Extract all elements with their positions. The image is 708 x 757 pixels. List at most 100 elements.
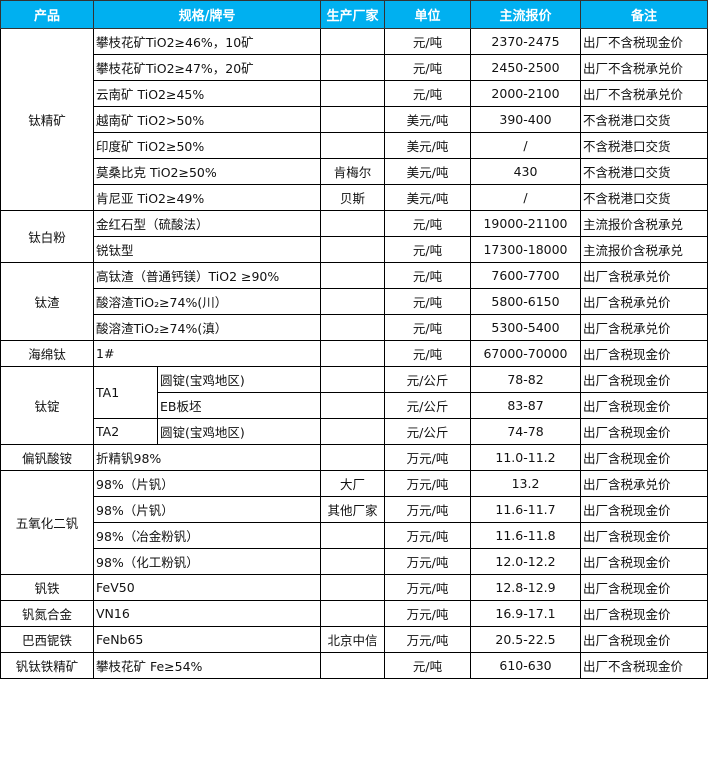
spec-cell: 1#: [93, 340, 321, 367]
spec-cell: 金红石型（硫酸法）: [93, 210, 321, 237]
note-cell: 出厂不含税现金价: [580, 28, 708, 55]
maker-cell: 肯梅尔: [320, 158, 385, 185]
maker-cell: 大厂: [320, 470, 385, 497]
table-row: TA2 圆锭(宝鸡地区) 元/公斤 74-78 出厂含税现金价: [1, 418, 708, 445]
note-cell: 主流报价含税承兑: [580, 210, 708, 237]
spec-cell: 圆锭(宝鸡地区): [157, 366, 321, 393]
price-cell: 11.6-11.8: [470, 522, 581, 549]
table-row: 98%（冶金粉钒） 万元/吨 11.6-11.8 出厂含税现金价: [1, 522, 708, 549]
price-cell: 20.5-22.5: [470, 626, 581, 653]
price-cell: 2000-2100: [470, 80, 581, 107]
note-cell: 出厂含税承兑价: [580, 262, 708, 289]
table-row: 海绵钛 1# 元/吨 67000-70000 出厂含税现金价: [0, 340, 708, 367]
table-row: 98%（片钒） 其他厂家 万元/吨 11.6-11.7 出厂含税现金价: [1, 496, 708, 523]
product-cell: 钛锭: [0, 366, 94, 445]
price-cell: 11.6-11.7: [470, 496, 581, 523]
maker-cell: [320, 340, 385, 367]
unit-cell: 万元/吨: [384, 470, 471, 497]
spec-cell: 攀枝花矿 Fe≥54%: [93, 652, 321, 679]
note-cell: 出厂含税承兑价: [580, 314, 708, 341]
price-cell: 610-630: [470, 652, 581, 679]
unit-cell: 元/吨: [384, 340, 471, 367]
product-cell: 钒氮合金: [0, 600, 94, 627]
price-cell: 16.9-17.1: [470, 600, 581, 627]
spec-cell: 莫桑比克 TiO2≥50%: [93, 158, 321, 185]
maker-cell: [320, 132, 385, 159]
table-row: 莫桑比克 TiO2≥50% 肯梅尔 美元/吨 430 不含税港口交货: [1, 158, 708, 185]
note-cell: 出厂不含税现金价: [580, 652, 708, 679]
note-cell: 出厂含税现金价: [580, 340, 708, 367]
price-cell: 390-400: [470, 106, 581, 133]
spec-cell: 圆锭(宝鸡地区): [157, 418, 321, 445]
spec-cell: 98%（化工粉钒）: [93, 548, 321, 575]
header-price: 主流报价: [470, 0, 581, 29]
header-maker: 生产厂家: [320, 0, 385, 29]
table-row: 酸溶渣TiO₂≥74%(川） 元/吨 5800-6150 出厂含税承兑价: [1, 288, 708, 315]
table-row: 偏钒酸铵 折精钒98% 万元/吨 11.0-11.2 出厂含税现金价: [0, 444, 708, 471]
table-row: 钛精矿 攀枝花矿TiO2≥46%，10矿 元/吨 2370-2475 出厂不含税现金价: [0, 28, 708, 211]
spec-cell: 98%（冶金粉钒）: [93, 522, 321, 549]
grade-cell: TA2: [93, 418, 158, 445]
price-cell: 78-82: [470, 366, 581, 393]
maker-cell: [320, 262, 385, 289]
unit-cell: 元/吨: [384, 236, 471, 263]
price-cell: 13.2: [470, 470, 581, 497]
spec-cell: FeNb65: [93, 626, 321, 653]
unit-cell: 元/吨: [384, 28, 471, 55]
maker-cell: [320, 314, 385, 341]
note-cell: 出厂不含税承兑价: [580, 80, 708, 107]
maker-cell: [320, 652, 385, 679]
note-cell: 主流报价含税承兑: [580, 236, 708, 263]
table-row: 越南矿 TiO2>50% 美元/吨 390-400 不含税港口交货: [1, 106, 708, 133]
price-cell: 12.0-12.2: [470, 548, 581, 575]
maker-cell: [320, 574, 385, 601]
note-cell: 出厂不含税承兑价: [580, 54, 708, 81]
unit-cell: 万元/吨: [384, 548, 471, 575]
unit-cell: 元/公斤: [384, 366, 471, 393]
maker-cell: [320, 210, 385, 237]
table-row: 钒钛铁精矿 攀枝花矿 Fe≥54% 元/吨 610-630 出厂不含税现金价: [0, 652, 708, 679]
table-row: 酸溶渣TiO₂≥74%(滇） 元/吨 5300-5400 出厂含税承兑价: [1, 314, 708, 341]
price-cell: 17300-18000: [470, 236, 581, 263]
spec-cell: EB板坯: [157, 392, 321, 419]
table-row: 巴西铌铁 FeNb65 北京中信 万元/吨 20.5-22.5 出厂含税现金价: [0, 626, 708, 653]
note-cell: 出厂含税现金价: [580, 522, 708, 549]
unit-cell: 美元/吨: [384, 184, 471, 211]
note-cell: 出厂含税承兑价: [580, 288, 708, 315]
unit-cell: 万元/吨: [384, 522, 471, 549]
price-cell: 12.8-12.9: [470, 574, 581, 601]
table-row: 云南矿 TiO2≥45% 元/吨 2000-2100 出厂不含税承兑价: [1, 80, 708, 107]
unit-cell: 元/公斤: [384, 418, 471, 445]
header-spec: 规格/牌号: [93, 0, 321, 29]
maker-cell: [320, 444, 385, 471]
price-cell: 5300-5400: [470, 314, 581, 341]
spec-cell: 锐钛型: [93, 236, 321, 263]
table-row: 肯尼亚 TiO2≥49% 贝斯 美元/吨 / 不含税港口交货: [1, 184, 708, 211]
spec-cell: 98%（片钒）: [93, 496, 321, 523]
note-cell: 出厂含税现金价: [580, 418, 708, 445]
spec-cell: 越南矿 TiO2>50%: [93, 106, 321, 133]
maker-cell: [320, 106, 385, 133]
spec-cell: 高钛渣（普通钙镁）TiO2 ≥90%: [93, 262, 321, 289]
product-cell: 五氧化二钒: [0, 470, 94, 575]
product-cell: 钛精矿: [0, 28, 94, 211]
note-cell: 出厂含税现金价: [580, 366, 708, 393]
spec-cell: 酸溶渣TiO₂≥74%(川）: [93, 288, 321, 315]
product-cell: 钒钛铁精矿: [0, 652, 94, 679]
table-row: 钛锭 TA1 圆锭(宝鸡地区) 元/公斤 78-82 出厂含税现金价: [0, 366, 708, 445]
table-row: 五氧化二钒 98%（片钒） 大厂 万元/吨 13.2 出厂含税承兑价: [0, 470, 708, 575]
unit-cell: 元/公斤: [384, 392, 471, 419]
spec-cell: 肯尼亚 TiO2≥49%: [93, 184, 321, 211]
table-row: 印度矿 TiO2≥50% 美元/吨 / 不含税港口交货: [1, 132, 708, 159]
product-cell: 钛白粉: [0, 210, 94, 263]
note-cell: 不含税港口交货: [580, 132, 708, 159]
spec-cell: 折精钒98%: [93, 444, 321, 471]
price-cell: 11.0-11.2: [470, 444, 581, 471]
product-cell: 钛渣: [0, 262, 94, 341]
spec-cell: 98%（片钒）: [93, 470, 321, 497]
spec-cell: FeV50: [93, 574, 321, 601]
maker-cell: [320, 80, 385, 107]
table-row: 钒氮合金 VN16 万元/吨 16.9-17.1 出厂含税现金价: [0, 600, 708, 627]
spec-cell: 印度矿 TiO2≥50%: [93, 132, 321, 159]
price-cell: /: [470, 132, 581, 159]
